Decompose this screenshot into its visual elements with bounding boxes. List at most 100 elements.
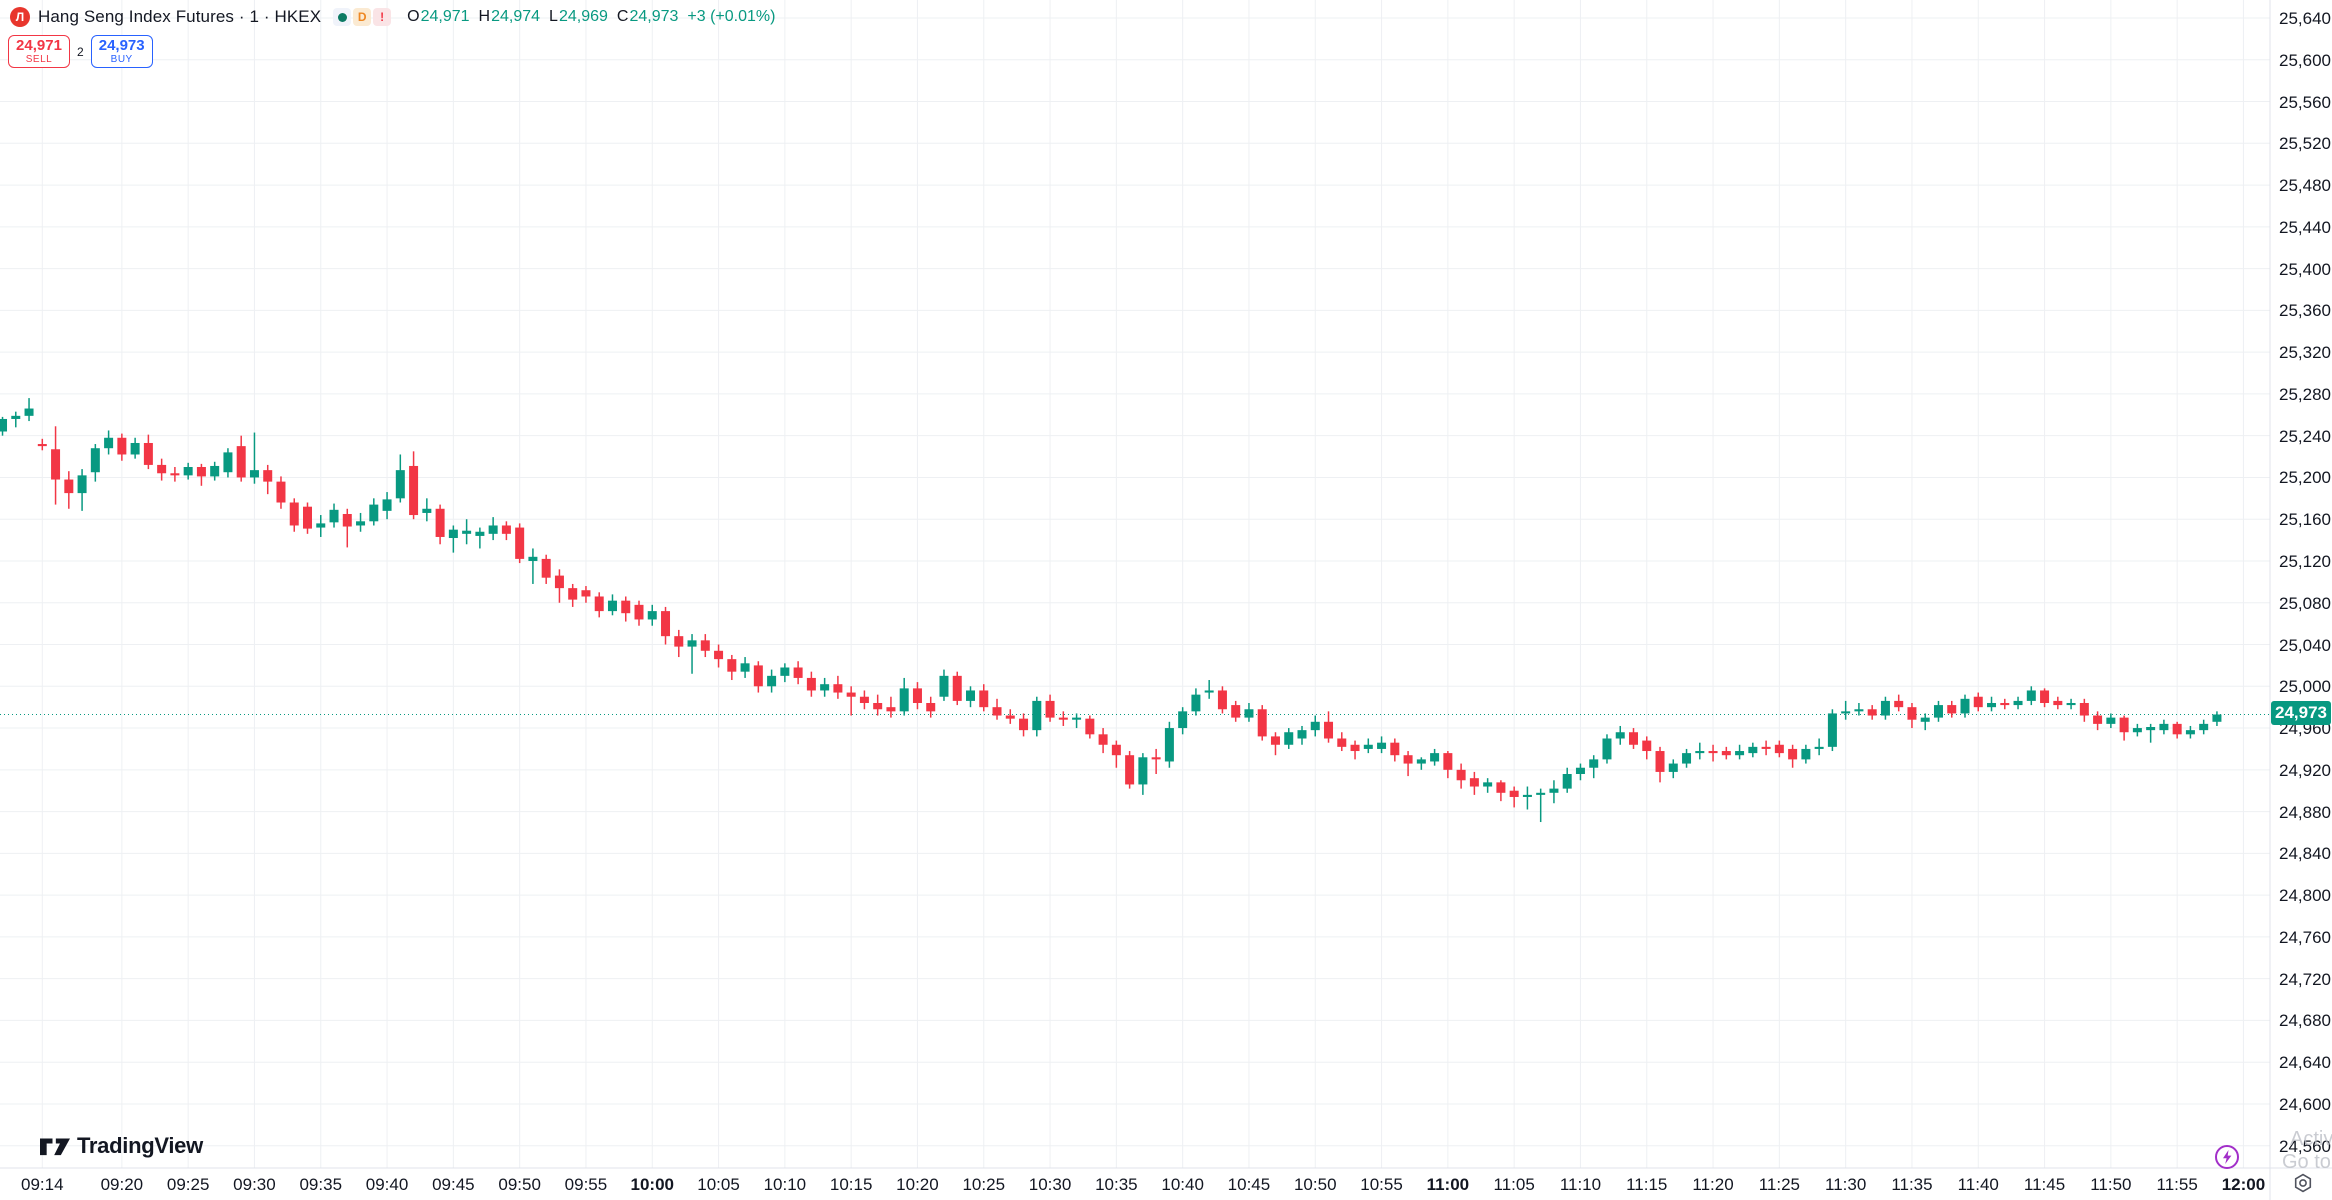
candle xyxy=(568,583,578,607)
separator-dot: · xyxy=(238,7,245,26)
candle xyxy=(1761,740,1771,756)
candle xyxy=(2079,698,2089,722)
candle xyxy=(753,661,763,693)
sell-button[interactable]: 24,971 SELL xyxy=(8,35,70,68)
candle xyxy=(1880,696,1890,720)
candle xyxy=(1151,748,1161,775)
ohlc-legend: O 24,971 H 24,974 L 24,969 C 24,973 +3 (+0.0… xyxy=(407,8,775,26)
candle xyxy=(1933,700,1943,722)
buy-price: 24,973 xyxy=(98,36,145,54)
candle xyxy=(170,467,180,482)
time-tick-label: 11:50 xyxy=(2090,1175,2132,1194)
candle xyxy=(1469,771,1479,795)
candle xyxy=(1973,692,1983,712)
time-tick-label: 11:00 xyxy=(1426,1175,1470,1194)
candle xyxy=(1297,725,1307,745)
candle xyxy=(11,411,21,428)
candle xyxy=(488,517,498,541)
candle xyxy=(1589,755,1599,779)
time-tick-label: 10:35 xyxy=(1095,1175,1138,1194)
candle xyxy=(183,462,193,480)
delayed-data-badge[interactable]: D xyxy=(353,8,372,26)
candle xyxy=(1894,694,1904,712)
candle xyxy=(1721,746,1731,760)
candle xyxy=(236,435,246,482)
time-tick-label: 10:05 xyxy=(697,1175,740,1194)
candle xyxy=(607,594,617,616)
market-open-dot-icon xyxy=(337,12,347,22)
candle xyxy=(1350,740,1360,760)
candle xyxy=(1390,738,1400,762)
candle xyxy=(1019,713,1029,737)
candle xyxy=(859,690,869,710)
candle xyxy=(912,682,922,710)
time-tick-label: 11:05 xyxy=(1493,1175,1535,1194)
instant-trading-button[interactable] xyxy=(2214,1144,2240,1170)
candle xyxy=(740,657,750,678)
time-tick-label: 10:50 xyxy=(1293,1175,1337,1194)
candle xyxy=(528,548,538,584)
candle xyxy=(1204,680,1214,699)
candle xyxy=(992,698,1002,720)
candle xyxy=(634,600,644,626)
price-tick-label: 25,520 xyxy=(2279,134,2331,154)
candle xyxy=(1735,744,1745,760)
candle xyxy=(899,677,909,716)
tradingview-logo[interactable]: TradingView xyxy=(40,1133,203,1159)
candle xyxy=(661,606,671,645)
price-tick-label: 25,480 xyxy=(2279,176,2331,196)
candle xyxy=(316,515,326,537)
candle xyxy=(1629,728,1638,749)
candle xyxy=(342,508,352,548)
close-label: C xyxy=(616,8,629,25)
candle xyxy=(1695,742,1705,760)
candle xyxy=(1575,763,1585,781)
candle xyxy=(952,671,962,706)
sell-label: SELL xyxy=(25,54,53,66)
candle xyxy=(1602,734,1612,764)
close-value: 24,973 xyxy=(629,8,679,25)
candle xyxy=(581,586,591,603)
candle xyxy=(90,444,100,482)
buy-button[interactable]: 24,973 BUY xyxy=(90,35,153,68)
symbol-title[interactable]: Hang Seng Index Futures · 1 · HKEX xyxy=(38,7,321,27)
market-status-badge[interactable] xyxy=(333,8,352,26)
candle xyxy=(2199,719,2209,735)
candle xyxy=(51,426,61,505)
time-tick-label: 09:35 xyxy=(299,1175,343,1194)
candle xyxy=(2159,719,2169,735)
candle xyxy=(1244,702,1254,722)
candle xyxy=(1443,751,1453,779)
candle xyxy=(1854,702,1864,716)
candle xyxy=(2040,688,2050,708)
axis-settings-button[interactable] xyxy=(2292,1172,2314,1194)
candle xyxy=(1045,694,1055,722)
candle xyxy=(1403,751,1413,777)
candle xyxy=(356,512,366,532)
notice-badge[interactable]: ! xyxy=(373,8,392,26)
symbol-name: Hang Seng Index Futures xyxy=(38,7,235,26)
candle xyxy=(1337,732,1347,752)
candle xyxy=(1642,736,1652,760)
candle xyxy=(1814,738,1824,756)
candle xyxy=(1377,736,1387,754)
candle xyxy=(966,686,975,708)
candle xyxy=(1788,744,1798,768)
separator-dot: · xyxy=(263,7,270,26)
symbol-legend[interactable]: Л Hang Seng Index Futures · 1 · HKEX D !… xyxy=(10,4,775,30)
candle xyxy=(77,469,87,511)
candle xyxy=(1363,738,1373,754)
candle xyxy=(1164,721,1174,768)
candle xyxy=(1125,751,1135,789)
candle xyxy=(2132,723,2142,737)
candle xyxy=(1536,788,1546,823)
candle xyxy=(0,416,8,436)
candle xyxy=(2093,711,2103,731)
candle xyxy=(435,504,445,545)
candle xyxy=(117,433,127,461)
candle xyxy=(196,463,206,486)
candle xyxy=(939,669,949,701)
time-tick-label: 10:20 xyxy=(896,1175,939,1194)
